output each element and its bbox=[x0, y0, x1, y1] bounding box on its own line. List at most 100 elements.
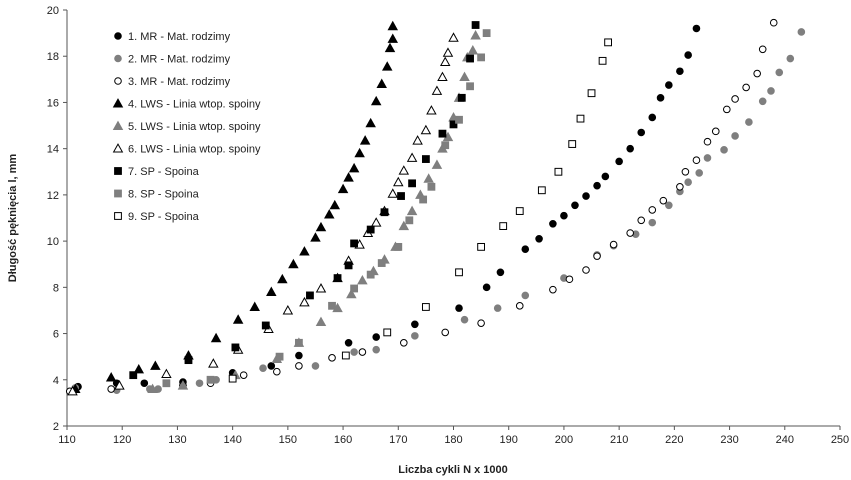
y-tick-label: 6 bbox=[53, 329, 59, 341]
x-tick-label: 220 bbox=[665, 434, 683, 446]
legend-label: 9. SP - Spoina bbox=[128, 211, 200, 223]
legend-item-5: 5. LWS - Linia wtop. spoiny bbox=[112, 120, 261, 133]
data-point bbox=[358, 348, 367, 356]
data-point bbox=[441, 328, 450, 337]
data-point bbox=[720, 146, 728, 154]
data-point bbox=[184, 356, 193, 365]
data-point bbox=[648, 113, 657, 122]
data-point bbox=[684, 51, 692, 59]
data-point bbox=[457, 93, 466, 102]
legend-label: 8. SP - Spoina bbox=[128, 189, 200, 201]
data-point bbox=[626, 144, 634, 153]
data-point bbox=[161, 368, 172, 379]
data-point bbox=[129, 371, 138, 380]
data-point bbox=[366, 225, 375, 234]
legend-item-1: 1. MR - Mat. rodzimy bbox=[114, 31, 231, 43]
data-point bbox=[477, 242, 486, 251]
legend-item-2: 2. MR - Mat. rodzimy bbox=[114, 54, 231, 66]
x-axis-ticks: 110 120 130 140 150 160 170 180 190 200 210 220 230 2… bbox=[58, 426, 849, 446]
legend-item-6: 6. LWS - Linia wtop. spoiny bbox=[112, 143, 261, 156]
data-point bbox=[466, 82, 474, 91]
data-point bbox=[411, 332, 419, 340]
data-point bbox=[343, 172, 354, 182]
data-point bbox=[745, 118, 753, 126]
data-point bbox=[758, 97, 767, 106]
data-point bbox=[676, 67, 684, 76]
data-point bbox=[337, 183, 349, 194]
data-point bbox=[775, 68, 784, 77]
data-point bbox=[383, 328, 392, 337]
data-point bbox=[431, 159, 443, 169]
data-point bbox=[299, 246, 310, 256]
data-point bbox=[324, 209, 335, 219]
data-point bbox=[376, 78, 387, 88]
data-point bbox=[354, 147, 365, 158]
legend-label: 1. MR - Mat. rodzimy bbox=[128, 31, 231, 43]
data-point bbox=[380, 208, 389, 217]
data-point bbox=[711, 127, 720, 136]
series-8 bbox=[162, 29, 491, 388]
data-point bbox=[398, 220, 410, 231]
y-tick-label: 14 bbox=[47, 144, 59, 156]
data-point bbox=[310, 232, 321, 242]
legend-marker bbox=[112, 120, 124, 131]
data-point bbox=[449, 120, 458, 129]
data-point bbox=[477, 53, 486, 62]
legend-item-4: 4. LWS - Linia wtop. spoiny bbox=[112, 98, 261, 111]
legend-item-7: 7. SP - Spoina bbox=[114, 166, 200, 178]
data-point bbox=[311, 362, 320, 370]
legend-marker bbox=[114, 54, 122, 63]
data-point bbox=[393, 176, 404, 187]
data-point bbox=[162, 379, 171, 388]
data-point bbox=[565, 275, 574, 284]
data-point bbox=[261, 321, 270, 330]
x-tick-label: 120 bbox=[113, 434, 131, 446]
data-point bbox=[147, 383, 158, 394]
data-point bbox=[329, 199, 341, 210]
legend-marker bbox=[114, 189, 122, 198]
legend-marker bbox=[114, 212, 122, 220]
data-point bbox=[470, 29, 481, 40]
data-point bbox=[731, 95, 739, 103]
data-point bbox=[405, 216, 414, 225]
data-point bbox=[299, 296, 310, 307]
data-point bbox=[471, 21, 480, 29]
data-point bbox=[758, 45, 767, 54]
data-point bbox=[231, 343, 240, 352]
data-point bbox=[438, 129, 447, 138]
data-point bbox=[665, 81, 673, 89]
data-point bbox=[315, 316, 327, 327]
y-tick-label: 12 bbox=[47, 190, 59, 202]
data-point bbox=[604, 38, 613, 47]
data-point bbox=[420, 124, 432, 135]
data-point bbox=[398, 165, 410, 175]
data-point bbox=[387, 188, 399, 198]
data-point bbox=[421, 155, 430, 163]
data-point bbox=[560, 211, 568, 220]
data-point bbox=[692, 24, 701, 33]
legend-item-9: 9. SP - Spoina bbox=[114, 211, 200, 223]
data-point bbox=[384, 42, 396, 53]
data-point bbox=[615, 157, 623, 166]
x-tick-label: 200 bbox=[555, 434, 573, 446]
data-point bbox=[695, 169, 704, 177]
data-point bbox=[769, 18, 778, 27]
data-point bbox=[439, 56, 451, 67]
data-point bbox=[659, 196, 668, 205]
data-point bbox=[350, 348, 358, 356]
data-point bbox=[267, 362, 276, 370]
data-point bbox=[370, 217, 382, 227]
data-point bbox=[549, 285, 557, 294]
data-point bbox=[107, 385, 115, 393]
data-point bbox=[372, 345, 381, 354]
data-point bbox=[427, 182, 436, 191]
data-point bbox=[681, 167, 690, 176]
data-point bbox=[676, 183, 684, 191]
data-point bbox=[114, 380, 125, 390]
data-point bbox=[370, 95, 382, 106]
data-point bbox=[637, 216, 646, 225]
series-6 bbox=[67, 32, 459, 396]
data-point bbox=[593, 181, 601, 190]
data-point bbox=[67, 385, 78, 396]
